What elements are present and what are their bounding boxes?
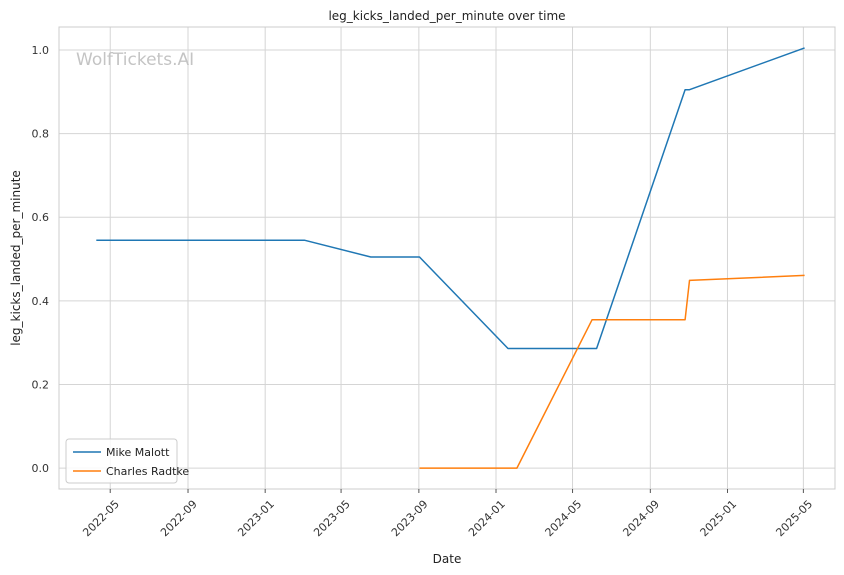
chart-title: leg_kicks_landed_per_minute over time	[328, 9, 565, 23]
y-tick-label: 0.8	[32, 128, 50, 141]
x-tick-label: 2025-05	[773, 498, 815, 540]
watermark: WolfTickets.AI	[76, 50, 194, 70]
x-tick-label: 2025-01	[698, 498, 740, 540]
legend: Mike Malott Charles Radtke	[65, 438, 189, 484]
x-tick-label: 2024-05	[543, 498, 585, 540]
x-tick-label: 2023-01	[235, 498, 277, 540]
x-tick-label: 2024-01	[466, 498, 508, 540]
legend-label-charles-radtke: Charles Radtke	[106, 465, 189, 478]
series-line-charles-radtke	[419, 274, 805, 469]
legend-box	[65, 438, 178, 484]
x-tick-label: 2023-09	[389, 498, 431, 540]
y-tick-label: 0.4	[32, 295, 50, 308]
plot-frame	[58, 26, 836, 490]
y-axis-title: leg_kicks_landed_per_minute	[9, 170, 23, 346]
x-tick-label: 2023-05	[311, 498, 353, 540]
legend-label-mike-malott: Mike Malott	[106, 446, 170, 459]
x-tick-label: 2022-09	[158, 498, 200, 540]
y-tick-label: 0.0	[32, 462, 50, 475]
y-tick-label: 0.6	[32, 211, 50, 224]
x-axis-title: Date	[433, 552, 462, 566]
series-layer	[96, 47, 805, 469]
grid-layer	[59, 27, 835, 489]
x-tick-label: 2024-09	[620, 498, 662, 540]
y-tick-label: 0.2	[32, 378, 50, 391]
x-tick-label: 2022-05	[80, 498, 122, 540]
y-tick-label: 1.0	[32, 44, 50, 57]
series-line-mike-malott	[96, 47, 805, 350]
